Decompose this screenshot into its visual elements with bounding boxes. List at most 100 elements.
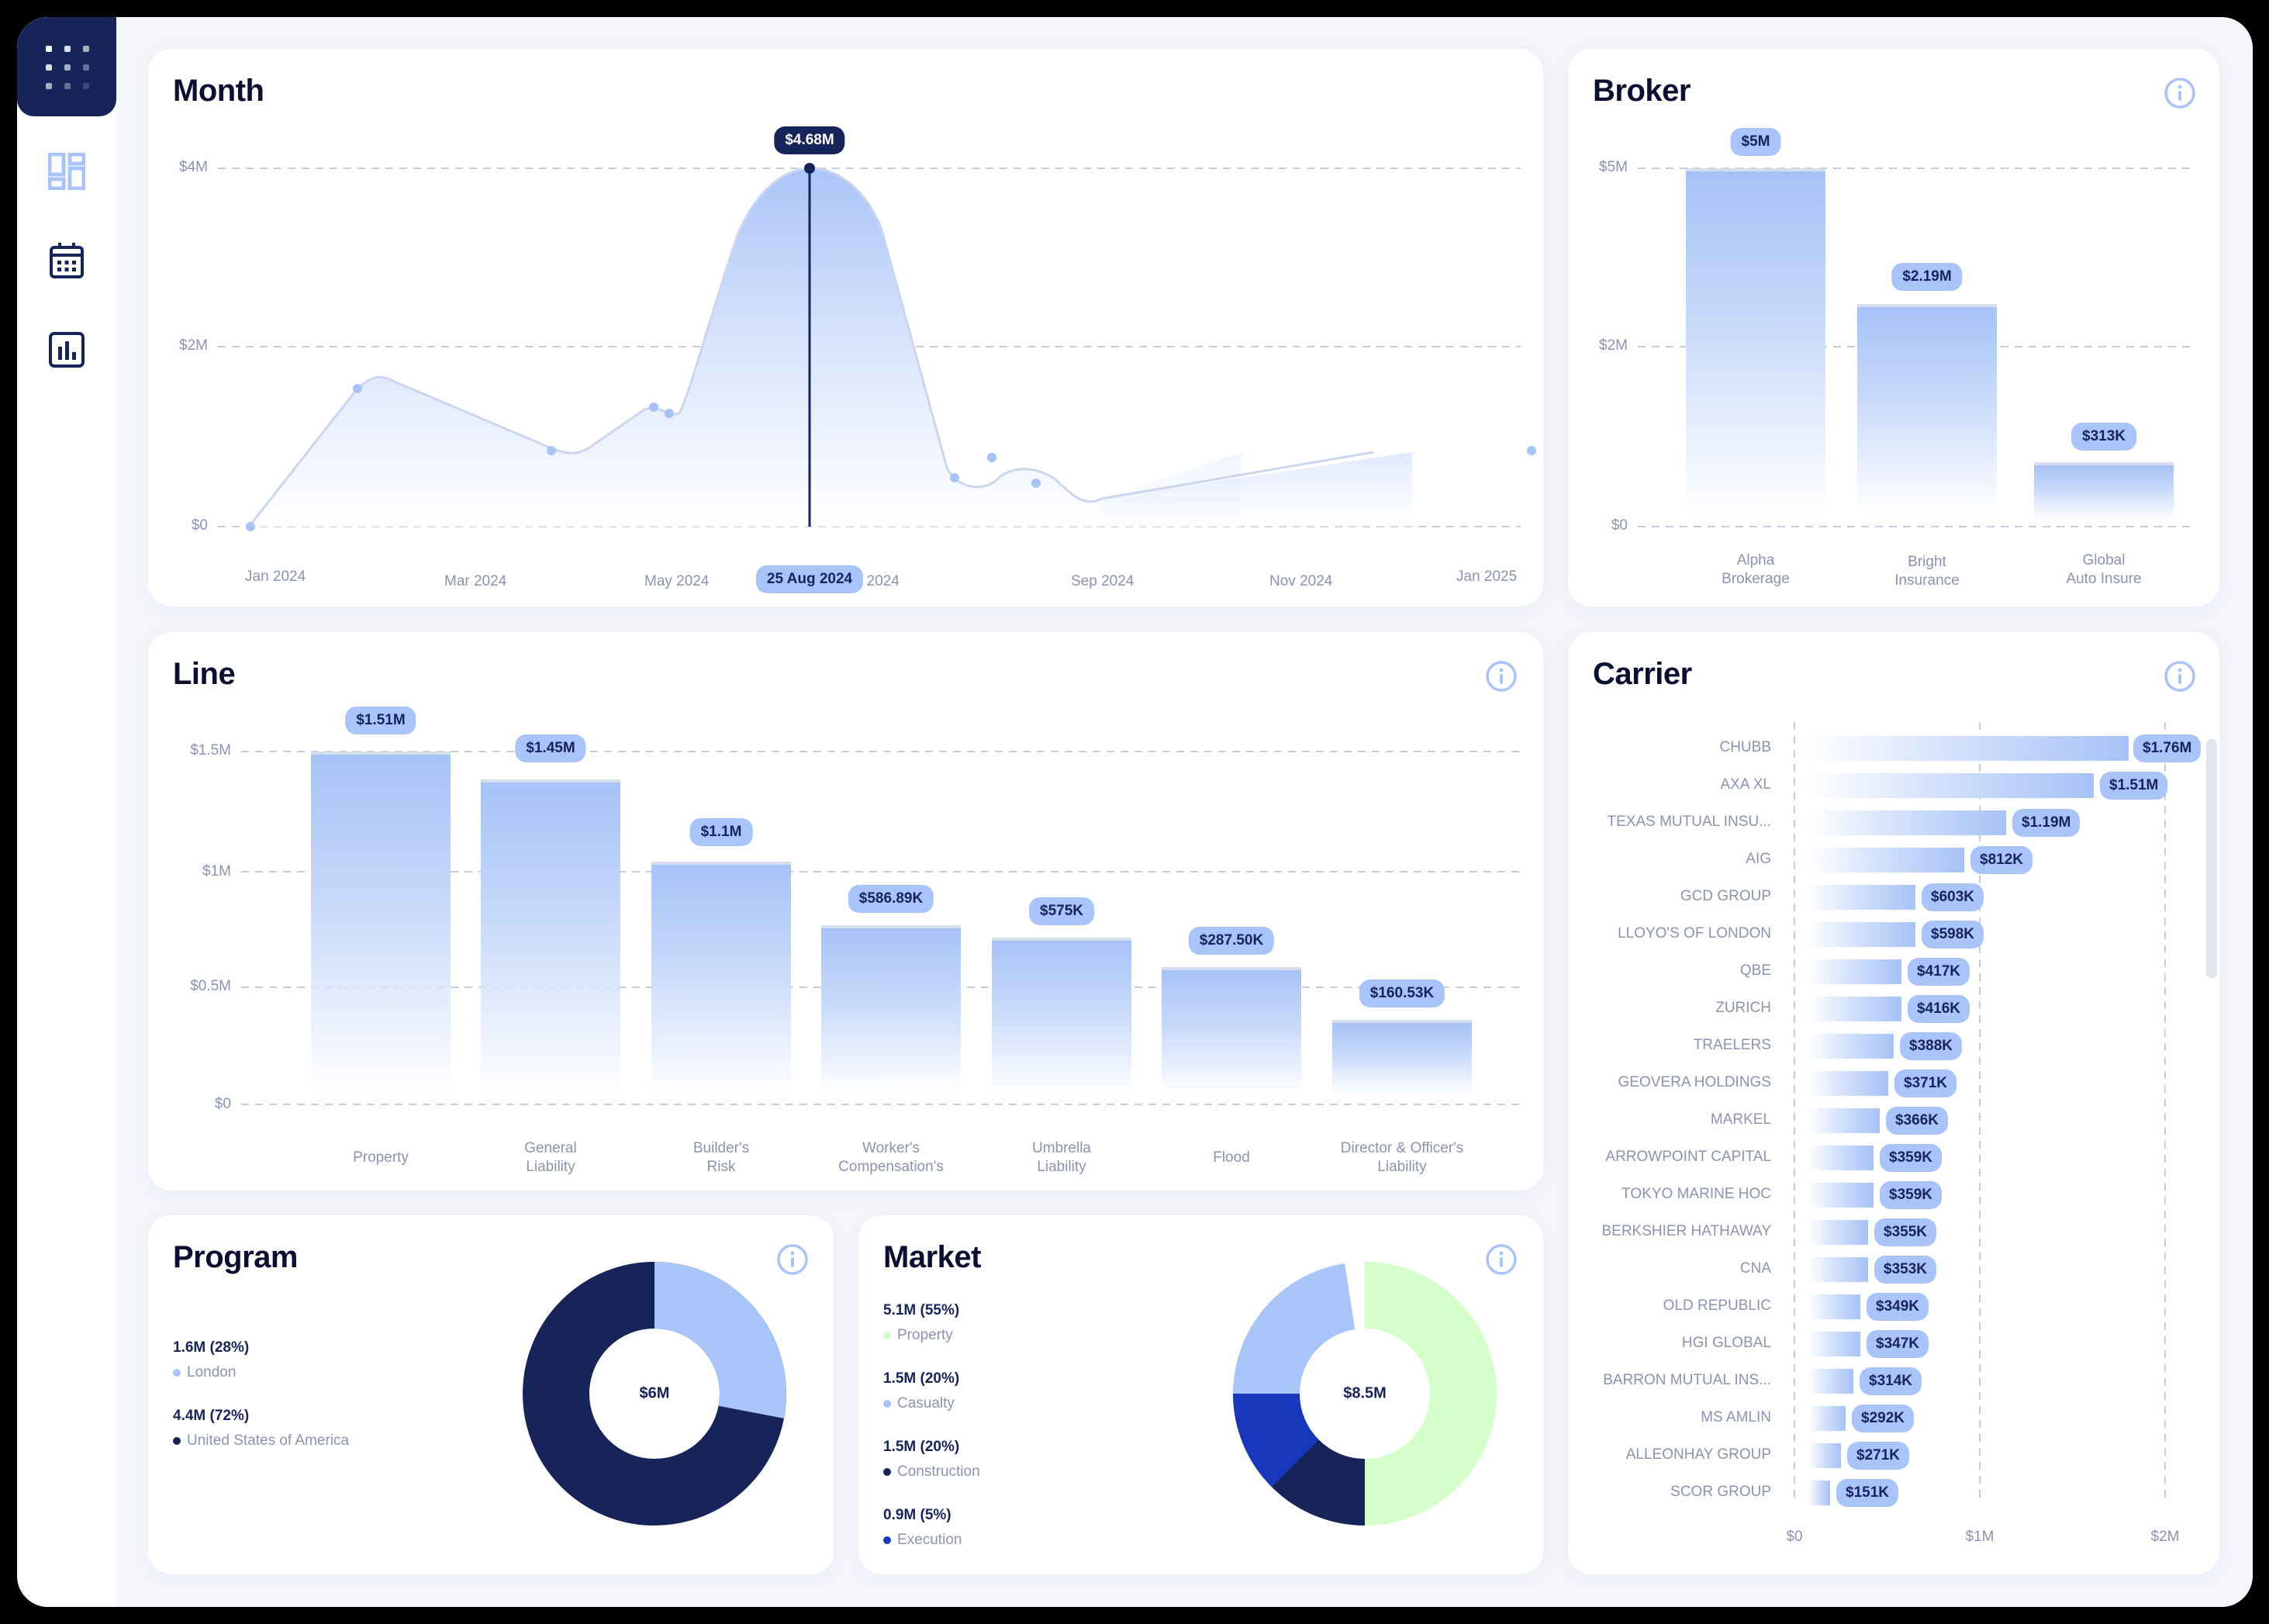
x-tick: May 2024 bbox=[644, 573, 710, 589]
legend-item-construction[interactable]: Construction bbox=[883, 1463, 980, 1481]
info-icon[interactable] bbox=[1485, 660, 1518, 693]
sidebar-item-calendar[interactable] bbox=[48, 242, 85, 279]
carrier-row[interactable]: TEXAS MUTUAL INSU... $1.19M bbox=[1568, 807, 2219, 838]
carrier-row[interactable]: BERKSHIER HATHAWAY $355K bbox=[1568, 1217, 2219, 1248]
x-tick: Sep 2024 bbox=[1071, 573, 1134, 589]
donut-center-label: $6M bbox=[639, 1384, 670, 1402]
y-tick: $4M bbox=[179, 159, 208, 175]
legend-value: 1.6M (28%) bbox=[173, 1339, 250, 1356]
value-badge: $1.45M bbox=[515, 734, 586, 762]
card-title: Broker bbox=[1593, 74, 1691, 108]
category-label: Flood bbox=[1213, 1149, 1250, 1166]
legend-item-casualty[interactable]: Casualty bbox=[883, 1395, 955, 1412]
carrier-row[interactable]: SCOR GROUP $151K bbox=[1568, 1477, 2219, 1508]
x-tick: $2M bbox=[2150, 1529, 2180, 1545]
carrier-row[interactable]: GCD GROUP $603K bbox=[1568, 882, 2219, 913]
x-tick: $1M bbox=[1965, 1529, 1994, 1545]
carrier-row[interactable]: TOKYO MARINE HOC $359K bbox=[1568, 1180, 2219, 1211]
legend-item-london[interactable]: London bbox=[173, 1364, 236, 1381]
broker-bar[interactable] bbox=[1686, 168, 1825, 513]
category-label: General Liability bbox=[524, 1140, 577, 1175]
x-tick: Nov 2024 bbox=[1269, 573, 1333, 589]
line-bar[interactable] bbox=[481, 779, 620, 1094]
line-bar[interactable] bbox=[311, 752, 451, 1093]
legend-item-execution[interactable]: Execution bbox=[883, 1532, 962, 1549]
card-title: Market bbox=[883, 1240, 981, 1274]
carrier-row[interactable]: AIG $812K bbox=[1568, 845, 2219, 876]
category-label: Director & Officer's Liability bbox=[1340, 1140, 1464, 1175]
dashboard-icon bbox=[47, 152, 86, 191]
value-badge: $160.53K bbox=[1359, 980, 1445, 1007]
value-badge: $313K bbox=[2071, 423, 2136, 451]
line-bar[interactable] bbox=[1162, 967, 1301, 1094]
carrier-scrollbar[interactable] bbox=[2206, 739, 2217, 978]
legend-dot-icon bbox=[173, 1368, 181, 1377]
category-label: Bright Insurance bbox=[1894, 554, 1960, 589]
info-icon[interactable] bbox=[776, 1243, 809, 1276]
legend-item-property[interactable]: Property bbox=[883, 1327, 953, 1344]
y-tick: $2M bbox=[179, 337, 208, 354]
legend-value: 5.1M (55%) bbox=[883, 1302, 960, 1318]
carrier-row[interactable]: ZURICH $416K bbox=[1568, 993, 2219, 1025]
y-tick: $0 bbox=[214, 1096, 231, 1112]
broker-bar[interactable] bbox=[1857, 304, 1997, 513]
x-tick: $0 bbox=[1786, 1529, 1803, 1545]
app-menu-button[interactable] bbox=[17, 17, 116, 116]
carrier-row[interactable]: LLOYO'S OF LONDON $598K bbox=[1568, 919, 2219, 950]
carrier-row[interactable]: BARRON MUTUAL INS... $314K bbox=[1568, 1366, 2219, 1397]
y-tick: $1.5M bbox=[190, 742, 231, 758]
sidebar-item-dashboard[interactable] bbox=[47, 152, 86, 191]
info-icon[interactable] bbox=[1485, 1243, 1518, 1276]
selected-date-badge: 25 Aug 2024 bbox=[755, 565, 864, 593]
market-donut-chart[interactable] bbox=[1233, 1262, 1497, 1526]
carrier-row[interactable]: OLD REPUBLIC $349K bbox=[1568, 1291, 2219, 1322]
month-area-chart[interactable] bbox=[148, 49, 1543, 606]
carrier-row[interactable]: MS AMLIN $292K bbox=[1568, 1403, 2219, 1434]
legend-dot-icon bbox=[883, 1399, 891, 1408]
carrier-row[interactable]: ALLEONHAY GROUP $271K bbox=[1568, 1440, 2219, 1471]
sidebar-item-reports[interactable] bbox=[48, 331, 85, 368]
calendar-icon bbox=[50, 243, 84, 278]
value-badge: $1.51M bbox=[345, 707, 416, 734]
legend-dot-icon bbox=[173, 1436, 181, 1445]
card-title: Month bbox=[173, 74, 264, 108]
carrier-row[interactable]: CNA $353K bbox=[1568, 1254, 2219, 1285]
y-tick: $0 bbox=[1611, 517, 1628, 534]
value-badge: $287.50K bbox=[1188, 927, 1275, 955]
carrier-row[interactable]: GEOVERA HOLDINGS $371K bbox=[1568, 1068, 2219, 1099]
card-title: Carrier bbox=[1593, 657, 1692, 691]
info-icon[interactable] bbox=[2164, 660, 2196, 693]
category-label: Builder's Risk bbox=[692, 1140, 750, 1175]
value-badge: $2.19M bbox=[1891, 263, 1963, 291]
line-card: Line $1.5M $1M $0.5M $0 $1.51M $1.45M $1… bbox=[148, 632, 1543, 1190]
line-bar[interactable] bbox=[1332, 1020, 1472, 1094]
carrier-row[interactable]: MARKEL $366K bbox=[1568, 1105, 2219, 1136]
carrier-row[interactable]: CHUBB $1.76M bbox=[1568, 733, 2219, 764]
program-donut-chart[interactable] bbox=[523, 1262, 786, 1526]
legend-value: 4.4M (72%) bbox=[173, 1408, 250, 1424]
line-bar[interactable] bbox=[821, 925, 961, 1094]
carrier-row[interactable]: HGI GLOBAL $347K bbox=[1568, 1329, 2219, 1360]
info-icon[interactable] bbox=[2164, 77, 2196, 109]
broker-bar[interactable] bbox=[2034, 462, 2174, 520]
carrier-row[interactable]: AXA XL $1.51M bbox=[1568, 770, 2219, 801]
legend-dot-icon bbox=[883, 1331, 891, 1339]
category-label: Global Auto Insure bbox=[2066, 552, 2142, 587]
legend-item-usa[interactable]: United States of America bbox=[173, 1432, 349, 1450]
x-tick: Jan 2025 bbox=[1456, 568, 1518, 585]
line-bar[interactable] bbox=[992, 938, 1131, 1094]
carrier-row[interactable]: QBE $417K bbox=[1568, 956, 2219, 987]
legend-dot-icon bbox=[883, 1467, 891, 1476]
line-bar[interactable] bbox=[651, 862, 791, 1094]
carrier-row[interactable]: ARROWPOINT CAPITAL $359K bbox=[1568, 1142, 2219, 1173]
sidebar bbox=[17, 17, 116, 1607]
legend-value: 0.9M (5%) bbox=[883, 1507, 951, 1523]
legend-dot-icon bbox=[883, 1536, 891, 1544]
category-label: Alpha Brokerage bbox=[1722, 552, 1790, 587]
value-badge: $5M bbox=[1730, 128, 1781, 156]
market-card: Market 5.1M (55%) Property 1.5M (20%) Ca… bbox=[858, 1215, 1543, 1574]
bar-chart-icon bbox=[49, 332, 85, 368]
broker-card: Broker $5M $2M $0 $5M $2.19M $313K Alpha… bbox=[1568, 49, 2219, 606]
carrier-row[interactable]: TRAELERS $388K bbox=[1568, 1031, 2219, 1062]
donut-center-label: $8.5M bbox=[1343, 1384, 1387, 1402]
